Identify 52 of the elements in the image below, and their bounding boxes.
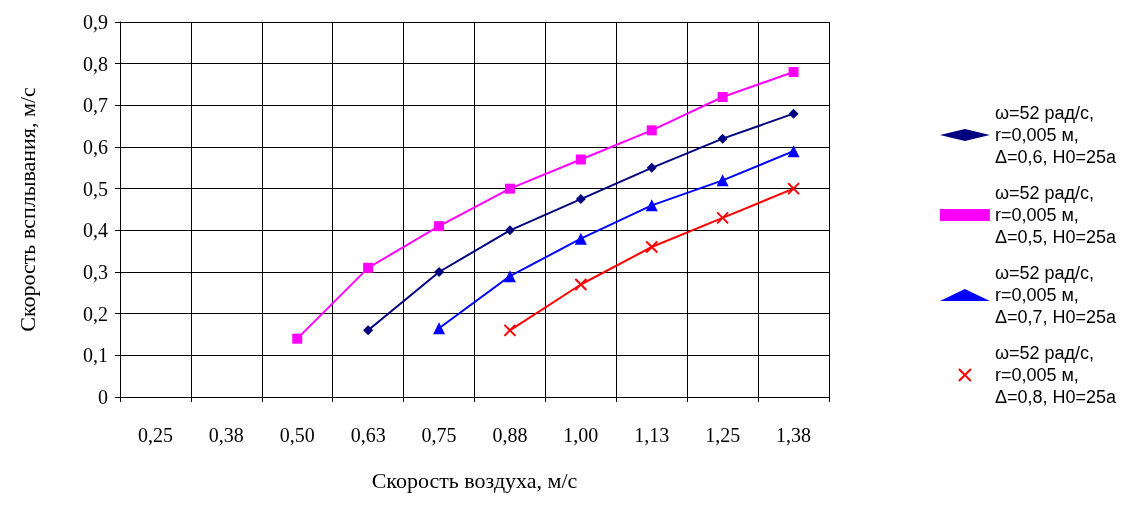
point: [788, 67, 799, 77]
legend-label: ω=52 рад/с, r=0,005 м, Δ=0,6, H0=25а: [994, 103, 1117, 167]
x-tick-label: 0,75: [421, 424, 457, 446]
x-tick-label: 0,38: [208, 424, 244, 446]
x-tick-label: 0,63: [350, 424, 386, 446]
point: [433, 322, 446, 335]
point: [574, 232, 587, 245]
point: [787, 145, 800, 158]
y-tick-label: 0,4: [83, 219, 108, 242]
legend-label: ω=52 рад/с, r=0,005 м, Δ=0,5, H0=25а: [994, 183, 1117, 247]
point: [575, 194, 586, 205]
point: [292, 333, 303, 344]
y-tick-label: 0,3: [83, 261, 108, 283]
x-tick-label: 0,50: [279, 424, 315, 446]
point: [363, 325, 374, 336]
point: [716, 174, 729, 187]
point: [646, 162, 657, 173]
point: [363, 262, 374, 273]
y-axis-title: Скорость всплывания, м/с: [14, 86, 40, 332]
point: [574, 278, 588, 291]
point: [645, 199, 658, 212]
legend-label: ω=52 рад/с, r=0,005 м, Δ=0,7, H0=25а: [994, 263, 1117, 327]
point: [504, 183, 515, 194]
legend-label: ω=52 рад/с, r=0,005 м, Δ=0,8, H0=25а: [994, 343, 1117, 407]
point: [503, 323, 517, 337]
point: [717, 92, 728, 102]
x-tick-label: 1,13: [634, 424, 670, 446]
x-tick-label: 1,38: [776, 424, 812, 446]
point: [787, 182, 801, 196]
y-tick-label: 0,6: [83, 136, 108, 158]
y-tick-label: 0,1: [83, 344, 108, 367]
point: [646, 125, 657, 136]
point: [645, 240, 659, 254]
y-tick-label: 0,9: [83, 11, 108, 33]
y-tick-label: 0,5: [83, 177, 108, 200]
point: [434, 221, 445, 232]
point: [434, 267, 445, 277]
point: [503, 270, 516, 283]
x-tick-label: 1,25: [705, 424, 741, 446]
x-axis-title: Скорость воздуха, м/с: [371, 467, 578, 493]
point: [575, 154, 586, 165]
x-tick-label: 0,88: [492, 424, 528, 446]
point: [717, 133, 728, 144]
y-tick-label: 0: [98, 386, 108, 408]
point: [716, 211, 730, 225]
point: [788, 108, 799, 119]
x-tick-label: 1,00: [563, 424, 599, 446]
y-tick-label: 0,2: [83, 302, 108, 325]
x-tick-label: 0,25: [137, 424, 173, 446]
point: [504, 225, 515, 236]
y-tick-label: 0,7: [83, 94, 108, 117]
y-tick-label: 0,8: [83, 52, 108, 75]
